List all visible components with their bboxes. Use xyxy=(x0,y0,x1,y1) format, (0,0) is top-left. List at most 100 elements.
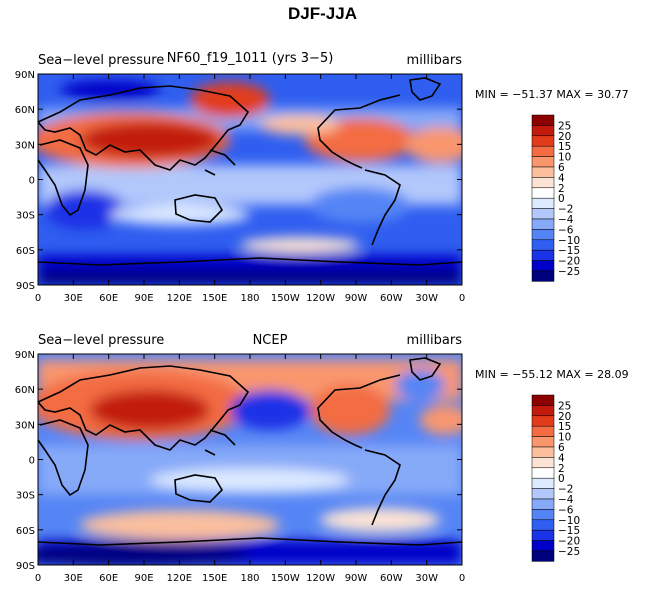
colorbar-label: −4 xyxy=(558,214,574,226)
x-tick-label: 0 xyxy=(35,293,41,304)
colorbar-label: −6 xyxy=(558,504,574,516)
colorbar-label: 2 xyxy=(558,463,565,475)
pressure-field xyxy=(38,354,462,565)
x-tick-label: 60W xyxy=(380,293,403,304)
y-tick-label: 60N xyxy=(15,385,35,396)
y-tick-label: 0 xyxy=(29,176,35,187)
y-tick-label: 60N xyxy=(15,105,35,116)
colorbar-swatch xyxy=(531,145,555,157)
x-tick-label: 120E xyxy=(167,293,192,304)
y-tick-label: 0 xyxy=(29,456,35,467)
y-tick-label: 60S xyxy=(16,526,35,537)
colorbar-label: 10 xyxy=(558,152,571,164)
colorbar-swatch xyxy=(531,425,555,437)
colorbar-swatch xyxy=(531,239,555,251)
y-tick-label: 90N xyxy=(15,350,35,361)
colorbar-label: −20 xyxy=(558,256,580,268)
x-tick-label: 60E xyxy=(99,573,118,584)
coastlines xyxy=(38,77,462,266)
y-tick-label: 30N xyxy=(15,140,35,151)
x-tick-label: 90W xyxy=(345,573,368,584)
colorbar-label: −25 xyxy=(558,266,580,278)
colorbar-label: −2 xyxy=(558,484,573,496)
x-tick-label: 90W xyxy=(345,293,368,304)
x-tick-label: 0 xyxy=(459,573,465,584)
colorbar-swatch xyxy=(531,197,555,209)
y-tick-label: 90N xyxy=(15,70,35,81)
colorbar-label: −15 xyxy=(558,245,580,257)
colorbar-label: 20 xyxy=(558,131,571,143)
panel-units-label: millibars xyxy=(407,53,463,68)
axis-ticks: 0 30E 60E 90E 120E 150E 180 150W 120W 90W 60W 30W 09… xyxy=(15,350,465,584)
colorbar-swatch xyxy=(531,114,555,126)
colorbar-label: −10 xyxy=(558,235,580,247)
panel-units-label: millibars xyxy=(407,333,463,348)
colorbar-swatch xyxy=(531,229,555,241)
x-tick-label: 150E xyxy=(202,573,227,584)
colorbar-swatch xyxy=(531,550,555,562)
colorbar-swatch xyxy=(531,467,555,479)
panel-variable-label: Sea−level pressure xyxy=(38,53,164,68)
colorbar-swatch xyxy=(531,260,555,272)
x-tick-label: 0 xyxy=(459,293,465,304)
x-tick-label: 60E xyxy=(99,293,118,304)
colorbar-label: −4 xyxy=(558,494,574,506)
colorbar-label: 6 xyxy=(558,442,565,454)
colorbar-swatch xyxy=(531,436,555,448)
x-tick-label: 180 xyxy=(240,573,259,584)
colorbar-swatch xyxy=(531,208,555,220)
y-tick-label: 30S xyxy=(16,491,35,502)
colorbar-label: 25 xyxy=(558,120,571,132)
coastlines xyxy=(38,357,462,546)
colorbar-label: 20 xyxy=(558,411,571,423)
pressure-field xyxy=(38,74,462,285)
colorbar-swatch xyxy=(531,125,555,137)
x-tick-label: 150E xyxy=(202,293,227,304)
colorbar-swatch xyxy=(531,187,555,199)
colorbar-label: −10 xyxy=(558,515,580,527)
colorbar-label: −25 xyxy=(558,546,580,558)
colorbar-swatch xyxy=(531,218,555,230)
colorbar-swatch xyxy=(531,177,555,189)
colorbar-label: 2 xyxy=(558,183,565,195)
y-tick-label: 60S xyxy=(16,246,35,257)
y-tick-label: 30N xyxy=(15,420,35,431)
x-tick-label: 0 xyxy=(35,573,41,584)
min-max-stats: MIN = −51.37 MAX = 30.77 xyxy=(475,88,629,101)
colorbar-swatch xyxy=(531,509,555,521)
colorbar-swatch xyxy=(531,270,555,282)
map-panel-ncep: Sea−level pressure NCEP millibars xyxy=(15,333,629,584)
colorbar-label: 0 xyxy=(558,193,565,205)
panel-source-label: NF60_f19_1011 (yrs 3−5) xyxy=(167,51,334,66)
page-title: DJF-JJA xyxy=(288,4,357,23)
colorbar-label: 4 xyxy=(558,172,565,184)
x-tick-label: 30W xyxy=(415,293,438,304)
colorbar-label: 4 xyxy=(558,452,565,464)
x-tick-label: 30W xyxy=(415,573,438,584)
colorbar-label: 0 xyxy=(558,473,565,485)
colorbar-label: 25 xyxy=(558,400,571,412)
colorbar-label: −2 xyxy=(558,204,573,216)
colorbar-swatch xyxy=(531,446,555,458)
y-tick-label: 30S xyxy=(16,211,35,222)
x-tick-label: 180 xyxy=(240,293,259,304)
panel-variable-label: Sea−level pressure xyxy=(38,333,164,348)
colorbar-swatch xyxy=(531,415,555,427)
x-tick-label: 90E xyxy=(134,573,153,584)
min-max-stats: MIN = −55.12 MAX = 28.09 xyxy=(475,368,629,381)
colorbar-swatch xyxy=(531,156,555,168)
colorbar-swatch xyxy=(531,135,555,147)
colorbar-label: −15 xyxy=(558,525,580,537)
x-tick-label: 150W xyxy=(271,293,300,304)
colorbar-swatch xyxy=(531,519,555,531)
colorbar-label: −6 xyxy=(558,224,574,236)
map-panel-model: Sea−level pressure NF60_f19_1011 (yrs 3−… xyxy=(15,51,629,304)
x-tick-label: 120W xyxy=(306,573,335,584)
colorbar-label: 15 xyxy=(558,141,571,153)
colorbar-swatch xyxy=(531,249,555,261)
colorbar-label: 6 xyxy=(558,162,565,174)
colorbar-swatch xyxy=(531,405,555,417)
x-tick-label: 30E xyxy=(64,573,83,584)
